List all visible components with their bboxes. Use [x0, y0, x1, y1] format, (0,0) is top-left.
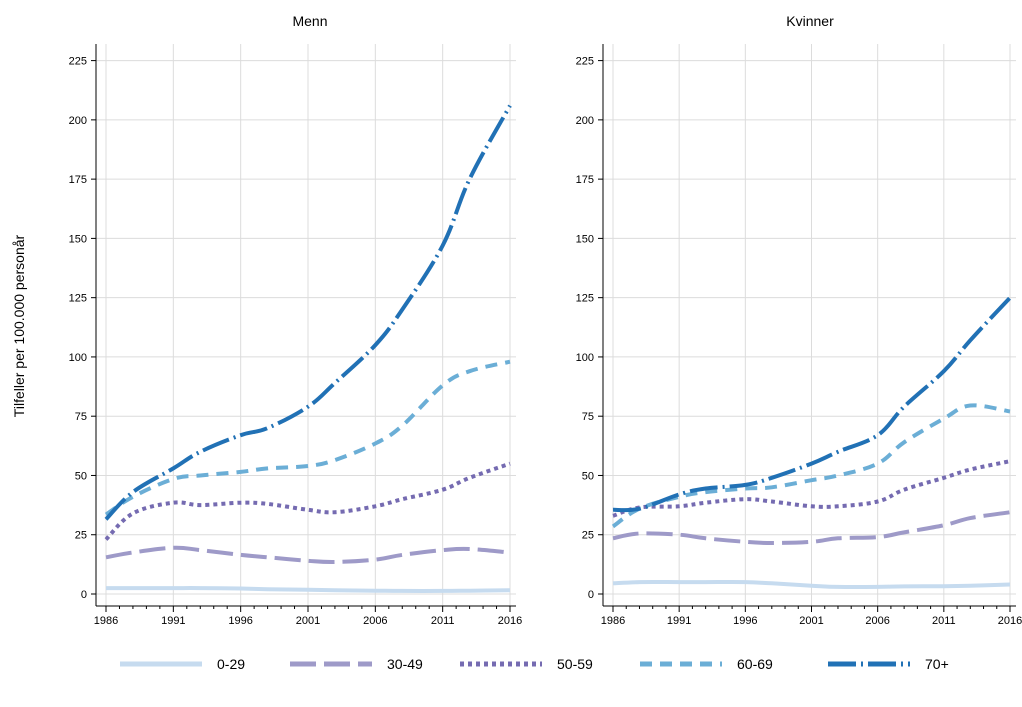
y-tick-label: 175 — [576, 174, 594, 186]
y-tick-label: 75 — [582, 411, 594, 423]
series-line-0-29 — [105, 586, 511, 593]
y-tick-label: 75 — [75, 411, 87, 423]
legend: 0-29 30-49 50-59 60-69 70+ — [120, 656, 949, 672]
panel-title: Kvinner — [786, 13, 834, 29]
x-tick-label: 1986 — [94, 615, 118, 627]
y-tick-label: 200 — [576, 115, 594, 127]
x-tick-label: 2006 — [363, 615, 387, 627]
y-axis-title: Tilfeller per 100.000 personår — [11, 234, 27, 417]
legend-label: 0-29 — [217, 656, 245, 672]
y-tick-label: 50 — [582, 470, 594, 482]
series-line-70+ — [612, 296, 1012, 513]
legend-label: 50-59 — [557, 656, 593, 672]
y-tick-label: 50 — [75, 470, 87, 482]
x-tick-label: 1996 — [228, 615, 252, 627]
series-line-50-59 — [612, 459, 1011, 518]
y-tick-label: 125 — [576, 293, 594, 305]
x-tick-label: 2001 — [296, 615, 320, 627]
y-tick-label: 25 — [582, 530, 594, 542]
series-line-70+ — [104, 104, 512, 521]
y-tick-label: 100 — [576, 352, 594, 364]
legend-item-60-69: 60-69 — [640, 656, 773, 672]
legend-item-70+: 70+ — [828, 656, 949, 672]
y-tick-label: 25 — [75, 530, 87, 542]
series-line-0-29 — [612, 580, 1011, 590]
series-line-30-49 — [105, 545, 511, 565]
legend-label: 60-69 — [737, 656, 773, 672]
y-tick-label: 225 — [69, 56, 87, 68]
panel-menn: Menn 0 25 50 75 100 125 150 175 200 225 1986 1991 199… — [69, 13, 523, 627]
series-line-60-69 — [104, 359, 511, 517]
x-tick-label: 1991 — [667, 615, 691, 627]
legend-label: 70+ — [925, 656, 949, 672]
y-tick-label: 150 — [576, 233, 594, 245]
y-tick-label: 150 — [69, 233, 87, 245]
x-tick-label: 2001 — [799, 615, 823, 627]
gridlines — [96, 44, 516, 606]
x-tick-label: 1996 — [733, 615, 757, 627]
legend-label: 30-49 — [387, 656, 423, 672]
panel-kvinner: Kvinner 0 25 50 75 100 125 150 175 200 225 1986 1991… — [576, 13, 1022, 627]
legend-item-30-49: 30-49 — [290, 656, 423, 672]
legend-item-50-59: 50-59 — [460, 656, 593, 672]
panel-title: Menn — [292, 13, 327, 29]
x-tick-label: 2006 — [865, 615, 889, 627]
legend-item-0-29: 0-29 — [120, 656, 245, 672]
y-tick-label: 100 — [69, 352, 87, 364]
y-tick-label: 0 — [81, 589, 87, 601]
gridlines — [603, 44, 1016, 606]
y-tick-label: 225 — [576, 56, 594, 68]
x-tick-label: 2011 — [932, 615, 956, 627]
y-tick-label: 200 — [69, 115, 87, 127]
x-tick-label: 1986 — [601, 615, 625, 627]
x-tick-label: 2011 — [431, 615, 455, 627]
x-tick-label: 2016 — [498, 615, 522, 627]
series-line-50-59 — [104, 461, 511, 541]
series-line-60-69 — [611, 403, 1011, 529]
y-tick-label: 175 — [69, 174, 87, 186]
y-tick-label: 0 — [588, 589, 594, 601]
y-tick-label: 125 — [69, 293, 87, 305]
x-tick-label: 1991 — [161, 615, 185, 627]
x-tick-label: 2016 — [998, 615, 1022, 627]
